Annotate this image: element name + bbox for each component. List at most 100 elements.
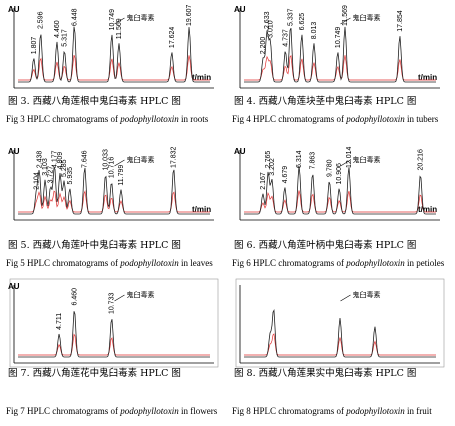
peak-label: 4.809 [57,152,64,170]
peak-label: 1.807 [31,37,38,55]
panel-frame [9,278,219,368]
caption-en: Fig 8 HPLC chromatograms of podophylloto… [232,406,432,416]
trace-red [244,190,436,213]
peak-label: 4.460 [54,20,61,38]
caption-part: Fig 5 HPLC chromatograms of [6,258,120,268]
trace-red [18,333,210,356]
panel-frame [235,278,445,368]
annotation-arrow [340,159,351,167]
annotation-arrow [340,294,351,302]
peak-label: 6.625 [299,13,306,31]
peak-label: 17.854 [397,10,404,32]
peak-label: 5.285 [61,159,68,177]
peak-label: 4.737 [282,29,289,47]
peak-label: 20.216 [417,149,424,171]
peak-label: 10.733 [109,293,116,315]
caption-part: podophyllotoxin [119,258,179,268]
peak-label: 4.711 [56,313,63,330]
peak-label: 2.596 [38,11,45,29]
caption-part: in flowers [179,406,218,416]
y-label: AU [8,282,20,291]
caption-cn: 图 7. 西藏八角莲花中鬼臼毒素 HPLC 图 [8,367,181,379]
peak-label: 6.460 [71,288,78,306]
caption-en: Fig 6 HPLC chromatograms of podophylloto… [232,258,445,268]
peak-label: 5.337 [288,8,295,26]
peak-label: 2.200 [260,37,267,55]
peak-label: 4.679 [282,166,289,184]
peak-label: 17.624 [169,27,176,49]
caption-cn: 图 8. 西藏八角莲果实中鬼臼毒素 HPLC 图 [234,367,416,379]
peak-label: 11.799 [118,165,125,186]
y-label: AU [8,147,20,156]
peak-label: 3.202 [269,158,276,176]
annotation: 鬼臼毒素 [352,13,380,22]
y-label: AU [234,147,246,156]
peak-label: 9.780 [326,159,333,177]
peak-label: 6.314 [296,150,303,168]
trace-black [244,165,436,215]
caption-cn: 图 6. 西藏八角莲叶柄中鬼臼毒素 HPLC 图 [234,239,416,251]
x-label: t/min [418,205,437,214]
caption-cn: 图 5. 西藏八角莲叶中鬼臼毒素 HPLC 图 [8,239,181,251]
annotation: 鬼臼毒素 [126,290,154,299]
annotation: 鬼臼毒素 [126,155,154,164]
trace-red [244,55,436,81]
annotation: 鬼臼毒素 [126,13,154,22]
y-label: AU [234,5,246,14]
caption-part: Fig 6 HPLC chromatograms of [232,258,346,268]
caption-part: in roots [179,114,209,124]
caption-en: Fig 5 HPLC chromatograms of podophylloto… [6,258,213,268]
trace-black [18,311,210,358]
peak-label: 7.646 [82,150,89,168]
peak-label: 12.014 [346,146,353,168]
trace-red [244,333,436,356]
caption-part: podophyllotoxin [119,406,179,416]
peak-label: 11.569 [116,18,123,39]
peak-label: 2.104 [33,172,40,190]
caption-part: podophyllotoxin [119,114,179,124]
annotation-arrow [114,294,125,302]
peak-label: 5.317 [61,29,68,47]
trace-black [244,308,436,358]
caption-part: Fig 8 HPLC chromatograms of [232,406,346,416]
caption-en: Fig 7 HPLC chromatograms of podophylloto… [6,406,218,416]
peak-label: 11.569 [342,5,349,26]
annotation-arrow [114,17,125,25]
annotation-arrow [114,159,125,167]
trace-black [244,26,436,83]
annotation: 鬼臼毒素 [352,290,380,299]
peak-label: 17.832 [171,146,178,168]
caption-en: Fig 4 HPLC chromatograms of podophylloto… [232,114,439,124]
peak-label: 8.013 [311,22,318,40]
annotation: 鬼臼毒素 [352,155,380,164]
caption-en: Fig 3 HPLC chromatograms of podophylloto… [6,114,209,124]
peak-label: 10.749 [109,9,116,31]
y-label: AU [8,5,20,14]
caption-cn: 图 4. 西藏八角莲块茎中鬼臼毒素 HPLC 图 [234,95,416,107]
caption-part: podophyllotoxin [345,258,405,268]
trace-black [18,26,210,83]
peak-label: 3.103 [42,158,49,176]
caption-part: in fruit [405,406,432,416]
trace-black [18,166,210,215]
peak-label: 10.749 [335,27,342,49]
peak-label: 6.448 [71,8,78,26]
peak-label: 19.607 [186,4,193,26]
caption-part: in petioles [405,258,445,268]
peak-label: 3.010 [267,20,274,38]
x-label: t/min [192,73,211,82]
peak-label: 3.727 [48,166,55,184]
caption-part: Fig 7 HPLC chromatograms of [6,406,120,416]
peak-label: 2.765 [265,151,272,169]
peak-label: 4.177 [51,150,58,168]
caption-part: podophyllotoxin [345,406,405,416]
peak-label: 2.438 [36,151,43,169]
peak-label: 10.906 [336,163,343,185]
caption-part: Fig 4 HPLC chromatograms of [232,114,346,124]
peak-label: 2.167 [260,172,267,190]
